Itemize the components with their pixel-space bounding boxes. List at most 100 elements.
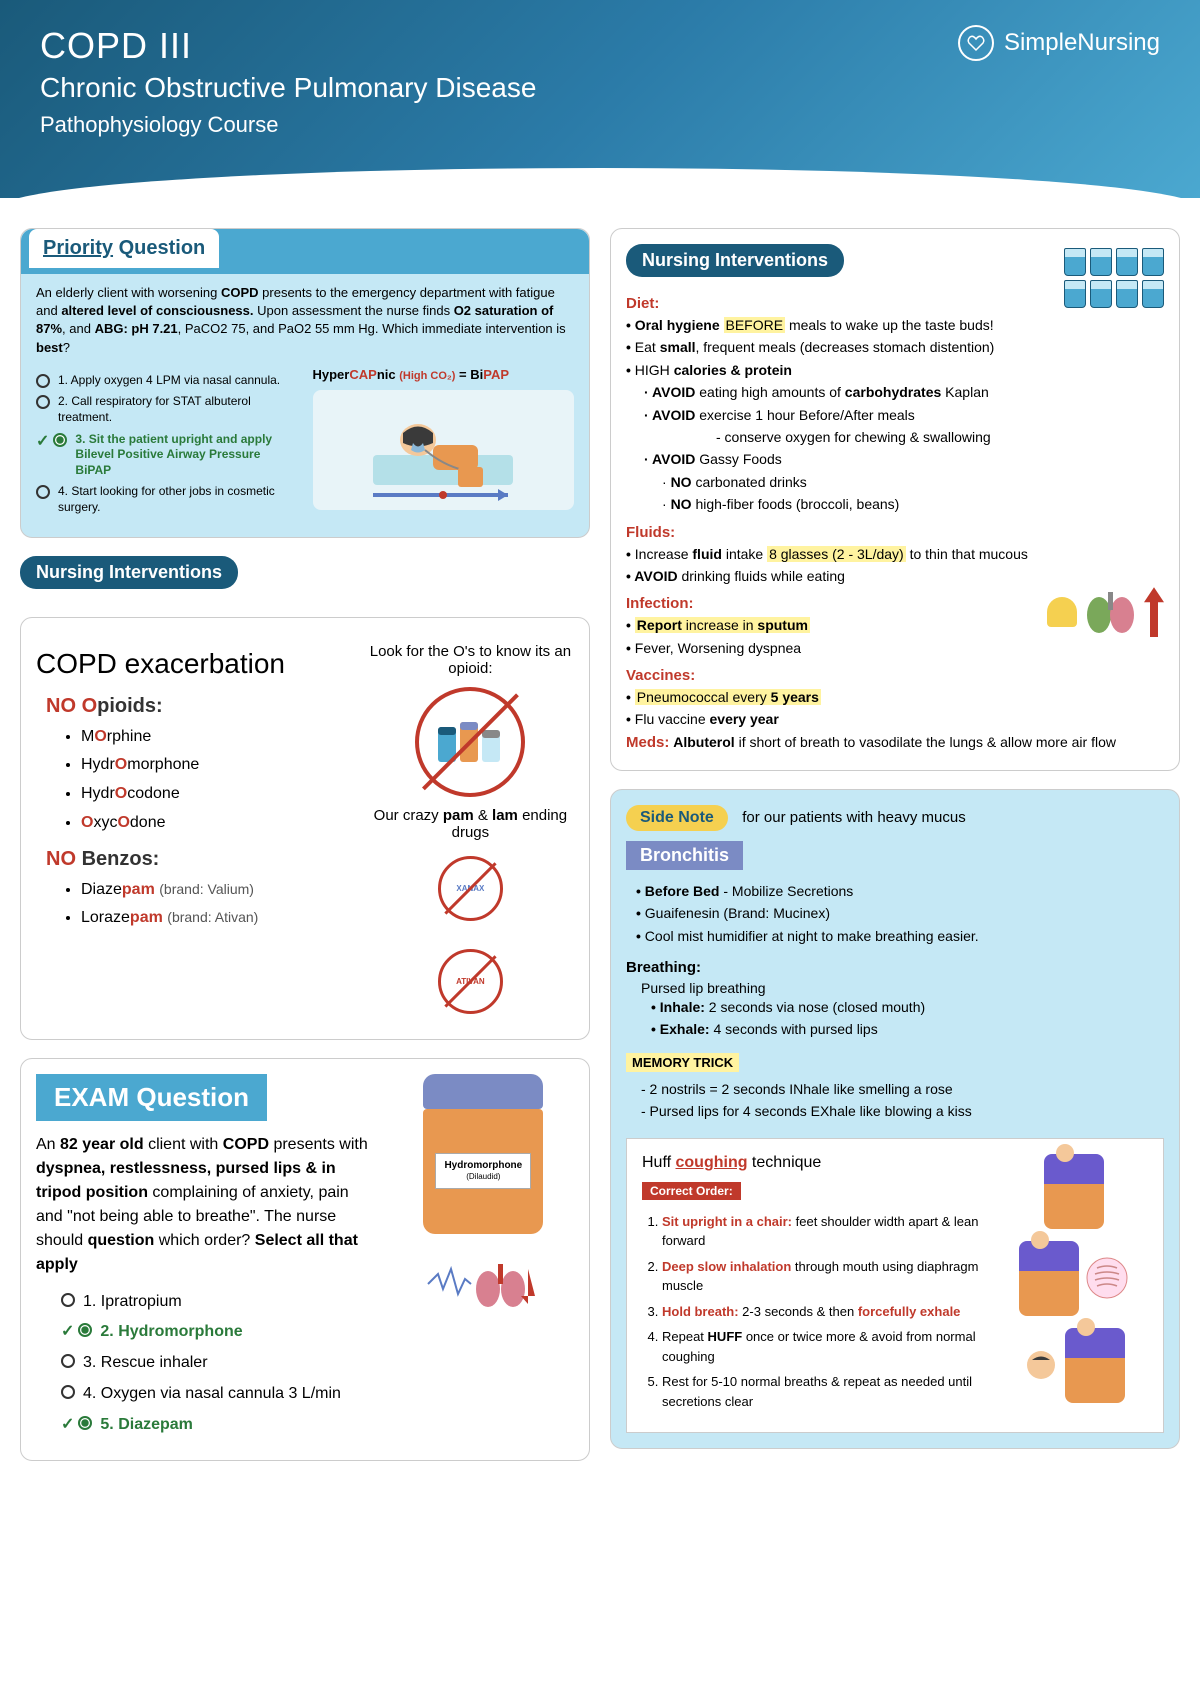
opioid-item: MOrphine <box>81 723 347 752</box>
exam-question-card: EXAM Question An 82 year old client with… <box>20 1058 590 1462</box>
huff-step: Hold breath: 2-3 seconds & then forceful… <box>662 1302 986 1322</box>
bell-icon <box>1047 597 1077 627</box>
right-column: Nursing Interventions Diet: Oral hygiene… <box>610 228 1180 1461</box>
huff-step: Sit upright in a chair: feet shoulder wi… <box>662 1212 986 1251</box>
person-exhale-icon <box>1065 1328 1125 1403</box>
diet-list: Oral hygiene BEFORE meals to wake up the… <box>626 314 1164 516</box>
ni-item: AVOID exercise 1 hour Before/After meals <box>644 404 1164 426</box>
glasses-icon <box>1064 244 1164 312</box>
priority-option[interactable]: 4. Start looking for other jobs in cosme… <box>36 484 298 515</box>
correct-order-badge: Correct Order: <box>642 1182 741 1200</box>
exam-question-header: EXAM Question <box>36 1074 267 1121</box>
ni-item: Flu vaccine every year <box>626 708 1164 730</box>
no-xanax-icon: XANAX <box>438 856 503 921</box>
brand-text: SimpleNursing <box>1004 29 1160 57</box>
ni-item: NO high-fiber foods (broccoli, beans) <box>662 493 1164 515</box>
breathing-sub: Pursed lip breathing <box>641 980 1164 996</box>
ni-item: AVOID Gassy Foods <box>644 448 1164 470</box>
fluids-list: Increase fluid intake 8 glasses (2 - 3L/… <box>626 543 1164 588</box>
meds-line: Meds: Albuterol if short of breath to va… <box>626 731 1164 755</box>
opioid-list: MOrphineHydrOmorphoneHydrOcodoneOxycOdon… <box>81 723 347 838</box>
priority-label: Priority <box>43 237 113 259</box>
memory-trick-badge: MEMORY TRICK <box>626 1053 739 1072</box>
benzo-list: Diazepam (brand: Valium)Lorazepam (brand… <box>81 876 347 934</box>
vaccines-label: Vaccines: <box>626 667 1164 684</box>
breathing-list: Inhale: 2 seconds via nose (closed mouth… <box>651 996 1164 1041</box>
huff-step: Deep slow inhalation through mouth using… <box>662 1257 986 1296</box>
vaccines-list: Pneumococcal every 5 yearsFlu vaccine ev… <box>626 686 1164 731</box>
ni-item: Pneumococcal every 5 years <box>626 686 1164 708</box>
ni-item: Increase fluid intake 8 glasses (2 - 3L/… <box>626 543 1164 565</box>
hypercapnic-label: HyperCAPnic (High CO₂) = BiPAP <box>313 367 575 382</box>
breathing-item: Inhale: 2 seconds via nose (closed mouth… <box>651 996 1164 1018</box>
side-note-card: Side Note for our patients with heavy mu… <box>610 789 1180 1449</box>
memory-trick-list: - 2 nostrils = 2 seconds INhale like sme… <box>641 1078 1164 1123</box>
ni-item: - conserve oxygen for chewing & swallowi… <box>716 426 1164 448</box>
person-exhale-head-icon <box>1024 1348 1059 1383</box>
huff-step: Rest for 5-10 normal breaths & repeat as… <box>662 1372 986 1411</box>
priority-option[interactable]: 1. Apply oxygen 4 LPM via nasal cannula. <box>36 373 298 389</box>
huff-step: Repeat HUFF once or twice more & avoid f… <box>662 1327 986 1366</box>
infection-icons <box>1047 587 1164 637</box>
left-column: Priority Question An elderly client with… <box>20 228 590 1461</box>
huff-illustrations <box>1001 1154 1148 1418</box>
ni-item: Oral hygiene BEFORE meals to wake up the… <box>626 314 1164 336</box>
ni-item: Eat small, frequent meals (decreases sto… <box>626 336 1164 358</box>
priority-question-card: Priority Question An elderly client with… <box>20 228 590 538</box>
page-course: Pathophysiology Course <box>40 112 1160 138</box>
exam-option[interactable]: ✓5. Diazepam <box>61 1415 373 1436</box>
brand-heart-icon <box>958 25 994 61</box>
page-subtitle: Chronic Obstructive Pulmonary Disease <box>40 72 1160 104</box>
benzo-hint: Our crazy pam & lam ending drugs <box>367 807 574 841</box>
fluids-label: Fluids: <box>626 524 1164 541</box>
exam-option[interactable]: ✓2. Hydromorphone <box>61 1322 373 1343</box>
huff-title: Huff coughing technique <box>642 1154 986 1172</box>
copd-exacerbation-title: COPD exacerbation <box>36 648 347 680</box>
content: Priority Question An elderly client with… <box>0 208 1200 1481</box>
breathing-head: Breathing: <box>626 959 1164 976</box>
ni-item: AVOID drinking fluids while eating <box>626 565 1164 587</box>
copd-exacerbation-card: COPD exacerbation NO Opioids: MOrphineHy… <box>20 617 590 1040</box>
arrow-up-icon <box>1144 587 1164 637</box>
no-pills-icon <box>415 687 525 797</box>
nursing-interventions-header-left: Nursing Interventions <box>20 556 238 589</box>
benzo-item: Lorazepam (brand: Ativan) <box>81 904 347 933</box>
brand: SimpleNursing <box>958 25 1160 61</box>
opioid-item: HydrOmorphone <box>81 751 347 780</box>
ni-item: AVOID eating high amounts of carbohydrat… <box>644 381 1164 403</box>
priority-header: Priority Question <box>21 229 589 274</box>
pill-bottle-icon: Hydromorphone(Dilaudid) <box>423 1074 543 1234</box>
exam-option[interactable]: 4. Oxygen via nasal cannula 3 L/min <box>61 1384 373 1405</box>
benzo-item: Diazepam (brand: Valium) <box>81 876 347 905</box>
side-note-badge: Side Note <box>626 805 728 831</box>
breathing-item: Exhale: 4 seconds with pursed lips <box>651 1018 1164 1040</box>
bronchitis-badge: Bronchitis <box>626 841 743 870</box>
bronchitis-item: Cool mist humidifier at night to make br… <box>636 925 1164 947</box>
opioid-item: HydrOcodone <box>81 780 347 809</box>
bronchitis-list: Before Bed - Mobilize SecretionsGuaifene… <box>636 880 1164 947</box>
ribcage-icon <box>1085 1256 1130 1301</box>
memory-item: - Pursed lips for 4 seconds EXhale like … <box>641 1100 1164 1122</box>
no-opioids-label: NO Opioids: <box>46 695 347 718</box>
lungs-icon <box>1083 587 1138 637</box>
person-sitting-icon <box>1044 1154 1104 1229</box>
side-note-text: for our patients with heavy mucus <box>742 809 965 826</box>
nursing-interventions-right-card: Nursing Interventions Diet: Oral hygiene… <box>610 228 1180 771</box>
opioid-hint: Look for the O's to know its an opioid: <box>367 643 574 677</box>
ni-item: NO carbonated drinks <box>662 471 1164 493</box>
exam-question-text: An 82 year old client with COPD presents… <box>36 1133 373 1277</box>
priority-option[interactable]: ✓3. Sit the patient upright and apply Bi… <box>36 432 298 479</box>
nursing-interventions-header-right: Nursing Interventions <box>626 244 844 277</box>
exam-options: 1. Ipratropium ✓2. Hydromorphone 3. Rescue… <box>61 1292 373 1436</box>
question-label: Question <box>119 237 206 259</box>
no-ativan-icon: ATIVAN <box>438 949 503 1014</box>
bipap-patient-icon <box>313 390 575 510</box>
exam-option[interactable]: 3. Rescue inhaler <box>61 1353 373 1374</box>
no-benzos-label: NO Benzos: <box>46 848 347 871</box>
bronchitis-item: Guaifenesin (Brand: Mucinex) <box>636 902 1164 924</box>
huff-steps-list: Sit upright in a chair: feet shoulder wi… <box>642 1212 986 1412</box>
huff-coughing-card: Huff coughing technique Correct Order: S… <box>626 1138 1164 1434</box>
priority-option[interactable]: 2. Call respiratory for STAT albuterol t… <box>36 394 298 425</box>
priority-options: 1. Apply oxygen 4 LPM via nasal cannula.… <box>36 367 298 522</box>
exam-option[interactable]: 1. Ipratropium <box>61 1292 373 1313</box>
